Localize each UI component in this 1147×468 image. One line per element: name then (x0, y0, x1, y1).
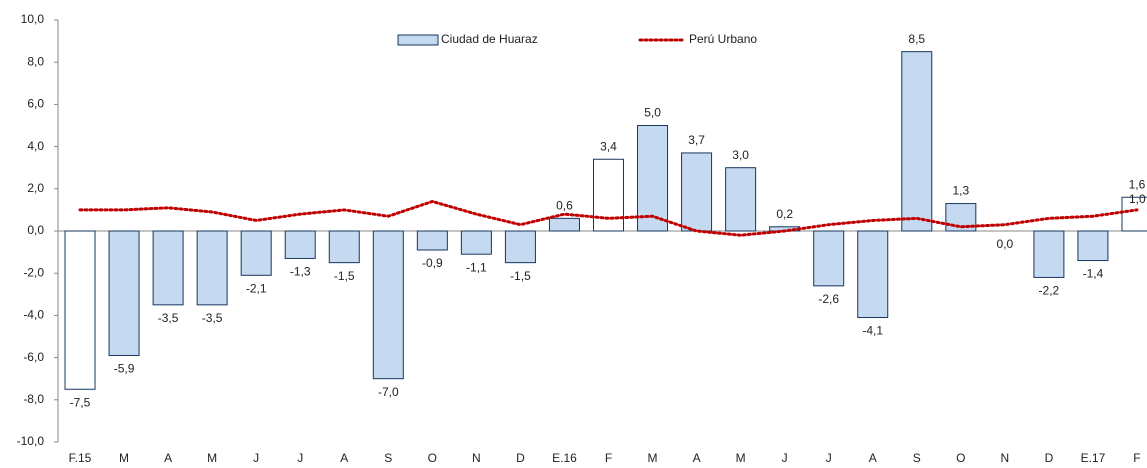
data-label: 1,0 (1129, 192, 1146, 206)
x-tick-label: A (869, 451, 877, 465)
bar (548, 217, 580, 232)
data-label: -1,5 (334, 269, 355, 283)
x-tick-label: F.15 (69, 451, 92, 465)
bar (1121, 196, 1147, 232)
x-tick-label: M (736, 451, 746, 465)
x-tick-label: D (1045, 451, 1054, 465)
legend-swatch (397, 34, 439, 46)
x-tick-label: O (956, 451, 965, 465)
data-label: -2,2 (1039, 284, 1060, 298)
bar (372, 230, 404, 380)
data-label: 1,6 (1129, 177, 1146, 191)
y-tick-label: 8,0 (27, 54, 44, 68)
bar (196, 230, 228, 306)
data-label: -2,1 (246, 281, 267, 295)
y-tick-label: -4,0 (23, 308, 44, 322)
data-label: -1,1 (466, 260, 487, 274)
bar (725, 167, 757, 232)
y-tick-label: -2,0 (23, 265, 44, 279)
bar (152, 230, 184, 306)
legend-label: Perú Urbano (689, 32, 757, 46)
x-tick-label: S (384, 451, 392, 465)
bar (416, 230, 448, 251)
x-tick-label: O (428, 451, 437, 465)
x-tick-label: A (164, 451, 172, 465)
data-label: -5,9 (114, 362, 135, 376)
x-tick-label: J (297, 451, 303, 465)
bar (901, 51, 933, 232)
line (78, 199, 1139, 237)
bar (813, 230, 845, 287)
y-tick-label: 6,0 (27, 97, 44, 111)
bar (108, 230, 140, 356)
x-tick-label: D (516, 451, 525, 465)
x-tick-label: M (648, 451, 658, 465)
y-tick-label: -8,0 (23, 392, 44, 406)
data-label: -3,5 (158, 311, 179, 325)
data-label: 3,4 (600, 139, 617, 153)
data-label: -7,0 (378, 385, 399, 399)
bar (593, 158, 624, 232)
x-tick-label: J (826, 451, 832, 465)
data-label: 0,6 (556, 199, 573, 213)
y-tick-label: 0,0 (27, 223, 44, 237)
x-tick-label: F (605, 451, 612, 465)
x-tick-label: M (119, 451, 129, 465)
legend-label: Ciudad de Huaraz (441, 32, 538, 46)
data-label: -1,3 (290, 265, 311, 279)
x-tick-label: M (207, 451, 217, 465)
x-tick-label: N (472, 451, 481, 465)
x-tick-label: N (1001, 451, 1010, 465)
bar (637, 125, 669, 232)
data-label: -1,5 (510, 269, 531, 283)
data-label: 8,5 (908, 32, 925, 46)
data-label: -3,5 (202, 311, 223, 325)
x-tick-label: E.17 (1081, 451, 1106, 465)
y-tick-label: 4,0 (27, 139, 44, 153)
data-label: -4,1 (862, 324, 883, 338)
x-tick-label: S (913, 451, 921, 465)
data-label: 1,3 (952, 184, 969, 198)
bar (64, 230, 96, 390)
x-tick-label: A (340, 451, 348, 465)
x-tick-label: F (1133, 451, 1140, 465)
x-tick-label: J (782, 451, 788, 465)
data-label: -0,9 (422, 256, 443, 270)
y-tick-label: 10,0 (21, 12, 45, 26)
bar (284, 230, 316, 259)
data-label: -1,4 (1083, 267, 1104, 281)
data-label: 0,2 (776, 207, 793, 221)
y-tick-label: 2,0 (27, 181, 44, 195)
x-tick-label: J (253, 451, 259, 465)
bar (1077, 230, 1109, 262)
x-tick-label: E.16 (552, 451, 577, 465)
y-tick-label: -10,0 (17, 434, 45, 448)
bar (857, 230, 889, 319)
data-label: -2,6 (818, 292, 839, 306)
y-tick-label: -6,0 (23, 350, 44, 364)
bar (328, 230, 360, 264)
x-tick-label: A (693, 451, 701, 465)
data-label: 3,7 (688, 133, 705, 147)
bar (504, 230, 536, 264)
data-label: 5,0 (644, 106, 661, 120)
data-label: -7,5 (70, 395, 91, 409)
bar (240, 230, 272, 276)
data-label: 0,0 (997, 237, 1014, 251)
bar (460, 230, 492, 255)
bar (681, 152, 713, 232)
data-label: 3,0 (732, 148, 749, 162)
bar (1033, 230, 1065, 278)
